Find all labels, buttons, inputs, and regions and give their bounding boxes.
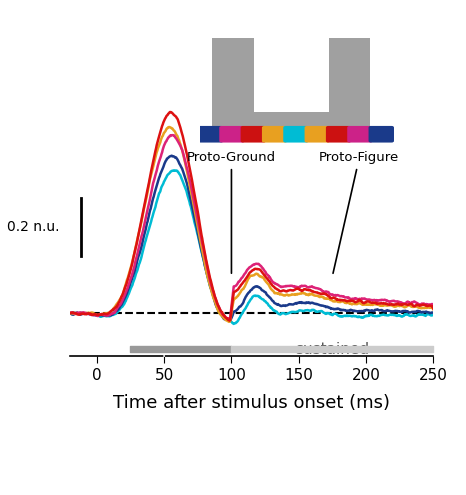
FancyBboxPatch shape (240, 126, 266, 143)
Text: peak: peak (162, 342, 199, 357)
FancyBboxPatch shape (262, 126, 288, 143)
FancyBboxPatch shape (198, 126, 223, 143)
Text: Proto-Ground: Proto-Ground (187, 151, 276, 273)
Text: 0.2 n.u.: 0.2 n.u. (7, 220, 59, 234)
FancyBboxPatch shape (212, 38, 370, 133)
Text: sustained: sustained (295, 342, 370, 357)
Text: Proto-Figure: Proto-Figure (319, 151, 399, 273)
FancyBboxPatch shape (369, 126, 394, 143)
FancyBboxPatch shape (219, 126, 245, 143)
X-axis label: Time after stimulus onset (ms): Time after stimulus onset (ms) (113, 395, 390, 412)
FancyBboxPatch shape (326, 126, 351, 143)
FancyBboxPatch shape (347, 126, 373, 143)
FancyBboxPatch shape (283, 126, 308, 143)
FancyBboxPatch shape (254, 38, 329, 112)
FancyBboxPatch shape (305, 126, 330, 143)
